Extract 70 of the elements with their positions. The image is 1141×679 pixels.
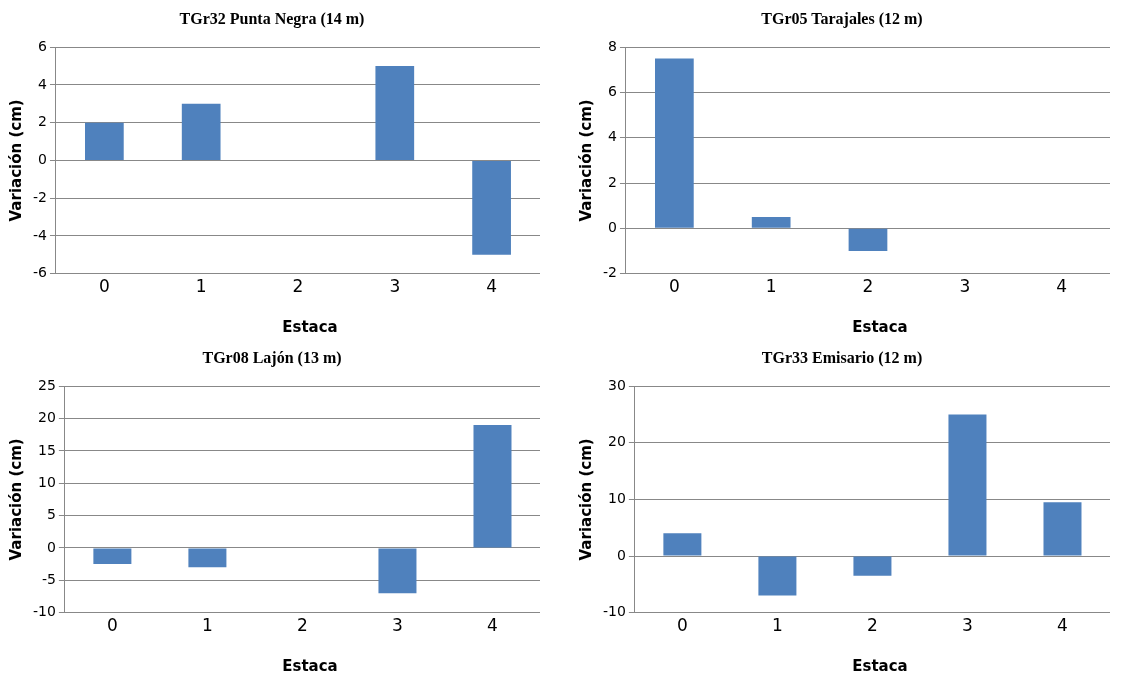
y-tick-label: 10	[38, 473, 56, 490]
x-axis-title: Estaca	[851, 318, 909, 336]
bar	[948, 414, 987, 556]
bar	[181, 103, 221, 160]
y-tick-label: 4	[38, 75, 48, 92]
y-tick-label: -10	[602, 603, 626, 620]
bar	[663, 533, 702, 556]
y-tick-label: 5	[46, 506, 56, 523]
x-tick-label: 2	[292, 276, 304, 297]
x-tick-label: 4	[1057, 615, 1068, 636]
x-tick-label: 0	[676, 615, 688, 636]
y-tick-label: 30	[608, 376, 626, 393]
x-tick-label: 2	[862, 276, 874, 297]
x-tick-label: 1	[771, 615, 783, 636]
bar	[848, 228, 888, 251]
y-tick-label: 6	[608, 83, 618, 100]
bar	[472, 160, 511, 255]
y-tick-label: 20	[38, 409, 56, 426]
x-tick-label: 3	[959, 276, 971, 297]
chart-title: TGr32 Punta Negra (14 m)	[179, 9, 365, 28]
chart-title: TGr05 Tarajales (12 m)	[761, 9, 923, 28]
bar	[655, 58, 694, 228]
x-tick-label: 2	[867, 615, 878, 636]
y-tick-label: 0	[608, 218, 617, 235]
bar	[1043, 502, 1082, 556]
chart-title: TGr08 Lajón (13 m)	[202, 348, 342, 367]
y-tick-label: 0	[38, 151, 47, 168]
y-tick-label: 2	[38, 113, 47, 130]
x-tick-label: 1	[195, 276, 207, 297]
y-tick-label: 10	[608, 490, 626, 507]
y-tick-label: 6	[38, 37, 48, 54]
y-tick-label: 4	[608, 128, 618, 145]
x-tick-label: 2	[297, 615, 308, 636]
bar	[751, 217, 791, 228]
y-tick-label: -4	[32, 226, 48, 243]
bar	[853, 556, 892, 576]
y-tick-label: 15	[38, 441, 56, 458]
y-tick-label: 8	[608, 37, 617, 54]
x-tick-label: 1	[201, 615, 213, 636]
y-tick-label: -2	[32, 188, 47, 205]
x-tick-label: 4	[1056, 276, 1068, 297]
x-axis-title: Estaca	[281, 657, 339, 675]
x-tick-label: 0	[668, 276, 680, 297]
x-tick-label: 1	[765, 276, 777, 297]
y-axis-title: Variación (cm)	[576, 438, 595, 561]
x-tick-label: 0	[106, 615, 118, 636]
y-tick-label: 25	[38, 376, 56, 393]
y-tick-label: 0	[46, 538, 56, 555]
x-tick-label: 3	[392, 615, 403, 636]
x-axis-title: Estaca	[281, 318, 339, 336]
x-tick-label: 3	[389, 276, 401, 297]
y-tick-label: 20	[608, 433, 626, 450]
y-tick-label: -6	[32, 264, 48, 281]
y-axis-title: Variación (cm)	[576, 99, 595, 222]
x-tick-label: 4	[487, 615, 498, 636]
bar	[758, 556, 797, 596]
bar	[85, 122, 124, 160]
x-tick-label: 0	[98, 276, 110, 297]
y-tick-label: -10	[32, 603, 56, 620]
x-tick-label: 3	[962, 615, 973, 636]
x-tick-label: 4	[486, 276, 498, 297]
bar	[375, 66, 415, 160]
y-tick-label: 0	[616, 546, 626, 563]
chart-title: TGr33 Emisario (12 m)	[761, 348, 923, 367]
y-tick-label: -2	[602, 264, 617, 281]
y-axis-title: Variación (cm)	[6, 99, 25, 222]
y-tick-label: 2	[608, 173, 617, 190]
x-axis-title: Estaca	[851, 657, 909, 675]
y-tick-label: -5	[41, 570, 56, 587]
y-axis-title: Variación (cm)	[6, 438, 25, 561]
